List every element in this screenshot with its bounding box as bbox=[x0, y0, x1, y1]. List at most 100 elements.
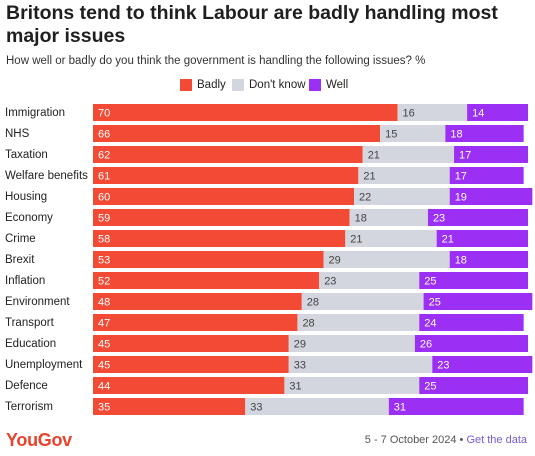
bar-badly-terrorism bbox=[93, 398, 246, 415]
data-label-don-t-know-economy: 18 bbox=[355, 213, 367, 225]
bar-well-crime bbox=[436, 230, 528, 247]
bar-badly-transport bbox=[93, 314, 298, 331]
data-label-well-nhs: 18 bbox=[450, 129, 462, 141]
legend-item-well: Well bbox=[309, 79, 348, 91]
chart-title: Britons tend to think Labour are badly h… bbox=[6, 2, 498, 47]
data-label-badly-environment: 48 bbox=[98, 297, 110, 309]
data-label-well-inflation: 25 bbox=[424, 276, 436, 288]
legend-item-badly: Badly bbox=[180, 79, 226, 91]
data-label-don-t-know-immigration: 16 bbox=[403, 108, 415, 120]
footer-source: 5 - 7 October 2024 • Get the data bbox=[365, 434, 527, 446]
bar-well-education bbox=[414, 335, 528, 352]
data-label-don-t-know-housing: 22 bbox=[359, 192, 371, 204]
legend-swatch-well bbox=[309, 79, 321, 91]
legend-item-dont-know: Don't know bbox=[232, 79, 306, 91]
bar-well-brexit bbox=[449, 251, 528, 268]
bar-don-t-know-transport bbox=[297, 314, 420, 331]
data-label-don-t-know-taxation: 21 bbox=[368, 150, 380, 162]
bar-well-welfare-benefits bbox=[449, 167, 524, 184]
data-label-badly-transport: 47 bbox=[98, 318, 110, 330]
data-label-well-education: 26 bbox=[420, 339, 432, 351]
bar-don-t-know-terrorism bbox=[245, 398, 389, 415]
data-label-well-defence: 25 bbox=[424, 381, 436, 393]
legend-swatch-badly bbox=[180, 79, 192, 91]
data-label-well-terrorism: 31 bbox=[394, 402, 406, 414]
bar-don-t-know-education bbox=[288, 335, 415, 352]
category-label-inflation: Inflation bbox=[5, 275, 45, 287]
bar-well-unemployment bbox=[432, 356, 533, 373]
bar-badly-taxation bbox=[93, 146, 363, 163]
category-label-unemployment: Unemployment bbox=[5, 359, 83, 371]
data-label-well-environment: 25 bbox=[429, 297, 441, 309]
bar-don-t-know-nhs bbox=[380, 125, 446, 142]
data-label-well-unemployment: 23 bbox=[437, 360, 449, 372]
data-label-well-housing: 19 bbox=[455, 192, 467, 204]
bar-well-economy bbox=[427, 209, 528, 226]
data-label-badly-economy: 59 bbox=[98, 213, 110, 225]
bar-badly-unemployment bbox=[93, 356, 289, 373]
data-label-don-t-know-unemployment: 33 bbox=[294, 360, 306, 372]
bar-well-defence bbox=[419, 377, 528, 394]
bar-don-t-know-inflation bbox=[319, 272, 420, 289]
survey-date: 5 - 7 October 2024 • bbox=[364, 434, 467, 446]
category-label-economy: Economy bbox=[5, 212, 53, 224]
data-label-badly-taxation: 62 bbox=[98, 150, 110, 162]
stacked-bar-chart: Immigration 70 16 14 NHS 66 15 18 Taxation 62 21 17… bbox=[5, 104, 533, 415]
data-label-badly-terrorism: 35 bbox=[98, 402, 110, 414]
bar-don-t-know-unemployment bbox=[288, 356, 433, 373]
data-label-badly-immigration: 70 bbox=[98, 108, 110, 120]
bar-well-nhs bbox=[445, 125, 524, 142]
legend-label-well: Well bbox=[326, 79, 349, 91]
data-label-don-t-know-defence: 31 bbox=[289, 381, 301, 393]
data-label-don-t-know-terrorism: 33 bbox=[250, 402, 262, 414]
bar-well-inflation bbox=[419, 272, 528, 289]
bar-well-terrorism bbox=[388, 398, 524, 415]
category-label-taxation: Taxation bbox=[5, 149, 48, 161]
get-the-data-link[interactable]: Get the data bbox=[466, 434, 527, 446]
category-label-immigration: Immigration bbox=[5, 107, 65, 119]
data-label-well-crime: 21 bbox=[442, 234, 454, 246]
bar-well-taxation bbox=[454, 146, 528, 163]
bar-well-immigration bbox=[467, 104, 528, 121]
data-label-badly-education: 45 bbox=[98, 339, 110, 351]
data-label-don-t-know-brexit: 29 bbox=[329, 255, 341, 267]
category-label-education: Education bbox=[5, 338, 56, 350]
category-label-environment: Environment bbox=[5, 296, 70, 308]
legend-label-badly: Badly bbox=[197, 79, 226, 91]
bar-badly-brexit bbox=[93, 251, 324, 268]
bar-badly-inflation bbox=[93, 272, 320, 289]
bar-don-t-know-economy bbox=[349, 209, 428, 226]
data-label-badly-brexit: 53 bbox=[98, 255, 110, 267]
data-label-don-t-know-welfare-benefits: 21 bbox=[363, 171, 375, 183]
category-label-crime: Crime bbox=[5, 233, 36, 245]
bar-don-t-know-immigration bbox=[397, 104, 468, 121]
data-label-don-t-know-nhs: 15 bbox=[385, 129, 397, 141]
bar-badly-crime bbox=[93, 230, 346, 247]
category-label-defence: Defence bbox=[5, 380, 48, 392]
data-label-badly-welfare-benefits: 61 bbox=[98, 171, 110, 183]
bar-don-t-know-environment bbox=[301, 293, 424, 310]
category-label-brexit: Brexit bbox=[5, 254, 35, 266]
data-label-well-immigration: 14 bbox=[472, 108, 484, 120]
data-label-badly-housing: 60 bbox=[98, 192, 110, 204]
data-label-well-brexit: 18 bbox=[455, 255, 467, 267]
data-label-well-transport: 24 bbox=[424, 318, 436, 330]
data-label-well-welfare-benefits: 17 bbox=[455, 171, 467, 183]
chart-subtitle: How well or badly do you think the gover… bbox=[6, 55, 426, 67]
bar-well-transport bbox=[419, 314, 524, 331]
bar-well-housing bbox=[449, 188, 533, 205]
category-label-terrorism: Terrorism bbox=[5, 401, 53, 413]
category-label-housing: Housing bbox=[5, 191, 47, 203]
data-label-badly-nhs: 66 bbox=[98, 129, 110, 141]
yougov-logo: YouGov bbox=[6, 430, 72, 450]
category-label-transport: Transport bbox=[5, 317, 55, 329]
category-label-welfare-benefits: Welfare benefits bbox=[5, 170, 88, 182]
data-label-well-taxation: 17 bbox=[459, 150, 471, 162]
bar-badly-immigration bbox=[93, 104, 398, 121]
bar-badly-economy bbox=[93, 209, 350, 226]
category-label-nhs: NHS bbox=[5, 128, 30, 140]
legend-swatch-dont-know bbox=[232, 79, 244, 91]
bar-don-t-know-housing bbox=[354, 188, 450, 205]
bar-don-t-know-crime bbox=[345, 230, 437, 247]
data-label-don-t-know-crime: 21 bbox=[350, 234, 362, 246]
